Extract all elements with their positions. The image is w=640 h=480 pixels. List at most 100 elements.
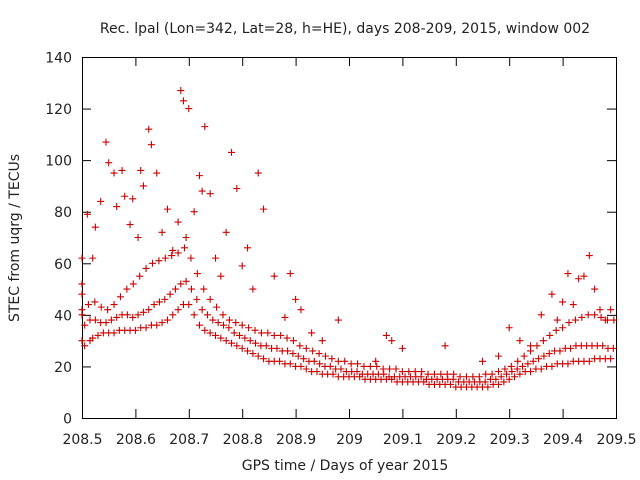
data-point — [495, 380, 503, 388]
data-point — [222, 337, 230, 345]
data-point — [137, 166, 145, 174]
data-point — [116, 293, 124, 301]
data-point — [585, 357, 593, 365]
data-point — [190, 208, 198, 216]
data-point — [181, 244, 189, 252]
data-point — [520, 352, 528, 360]
data-point — [607, 355, 615, 363]
data-point — [113, 203, 121, 211]
data-point — [220, 321, 228, 329]
data-point — [81, 342, 89, 350]
data-point — [283, 334, 291, 342]
data-point — [148, 259, 156, 267]
data-point — [529, 357, 537, 365]
data-point — [161, 295, 169, 303]
data-point — [129, 313, 137, 321]
data-point — [315, 350, 323, 358]
data-point — [441, 342, 449, 350]
data-point — [182, 277, 190, 285]
chart-title: Rec. lpal (Lon=342, Lat=28, h=HE), days … — [100, 21, 590, 37]
data-point — [97, 197, 105, 205]
data-point — [213, 303, 221, 311]
data-point — [501, 365, 509, 373]
data-point — [163, 205, 171, 213]
data-point — [198, 306, 206, 314]
data-point — [228, 339, 236, 347]
data-point — [123, 285, 131, 293]
data-point — [244, 244, 252, 252]
data-point — [392, 365, 400, 373]
data-point — [475, 373, 483, 381]
data-point — [158, 228, 166, 236]
x-axis: 208.5 208.6 208.7 208.8 208.9 209 209.1 209.2 20… — [62, 57, 637, 448]
data-point — [102, 319, 110, 327]
x-axis-label: GPS time / Days of year 2015 — [242, 458, 449, 474]
data-point — [134, 234, 142, 241]
data-point — [302, 344, 310, 352]
data-point — [540, 352, 548, 360]
data-point — [497, 373, 505, 381]
data-point — [379, 365, 387, 373]
data-point — [398, 344, 406, 352]
data-point — [328, 355, 336, 363]
data-point — [273, 344, 281, 352]
data-point — [443, 370, 451, 378]
data-point — [206, 329, 214, 337]
data-point — [83, 210, 91, 218]
data-point — [366, 362, 374, 370]
data-point — [84, 301, 92, 309]
y-tick-label: 140 — [45, 51, 72, 67]
data-point — [193, 270, 201, 278]
data-point — [185, 105, 193, 113]
data-point — [219, 311, 227, 319]
data-point — [121, 192, 129, 200]
data-point — [232, 319, 240, 327]
data-point — [289, 350, 297, 358]
x-tick-label: 208.9 — [276, 432, 316, 448]
data-point — [113, 313, 121, 321]
data-point — [129, 195, 137, 203]
data-point — [217, 334, 225, 342]
data-point — [142, 324, 150, 332]
data-point — [110, 169, 118, 177]
data-point — [187, 285, 195, 293]
data-point — [503, 370, 511, 378]
data-point — [289, 337, 297, 345]
data-point — [169, 311, 177, 319]
data-point — [308, 329, 316, 337]
data-point — [78, 254, 86, 262]
data-point — [552, 326, 560, 334]
data-point — [97, 303, 105, 311]
data-point — [139, 182, 147, 190]
data-point — [251, 326, 259, 334]
data-point — [286, 360, 294, 368]
x-tick-label: 209.1 — [383, 432, 423, 448]
data-point — [201, 326, 209, 334]
data-point — [585, 252, 593, 260]
data-point — [206, 295, 214, 303]
x-tick-label: 209.5 — [596, 432, 636, 448]
data-point — [309, 347, 317, 355]
data-point — [158, 319, 166, 327]
data-point — [545, 350, 553, 358]
data-point — [322, 352, 330, 360]
data-point — [129, 280, 137, 288]
data-point — [564, 270, 572, 278]
data-point — [177, 280, 185, 288]
data-point — [270, 272, 278, 280]
data-point — [102, 138, 110, 146]
data-point — [527, 368, 535, 376]
data-point — [246, 337, 254, 345]
data-point — [241, 334, 249, 342]
data-point — [318, 337, 326, 345]
data-point — [195, 172, 203, 180]
data-point — [537, 311, 545, 319]
data-point — [142, 264, 150, 272]
data-point — [519, 362, 527, 370]
data-point — [484, 383, 492, 391]
data-point — [203, 311, 211, 319]
data-point — [230, 329, 238, 337]
data-point — [153, 169, 161, 177]
data-point — [507, 362, 515, 370]
data-point — [514, 357, 522, 365]
